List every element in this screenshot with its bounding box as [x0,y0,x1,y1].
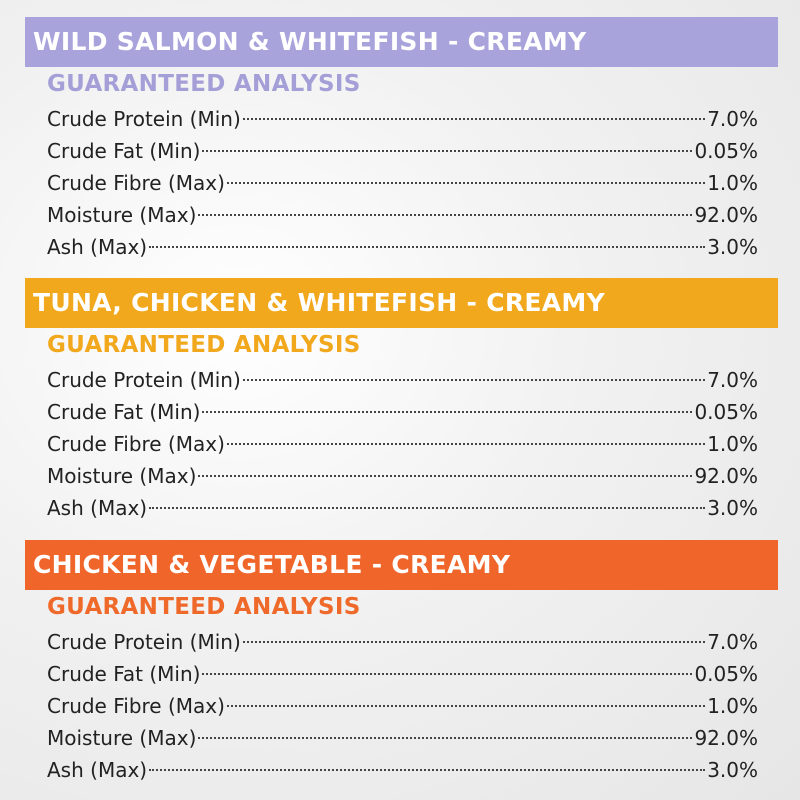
nutrient-label: Moisture (Max) [47,726,197,750]
nutrient-value: 7.0% [707,368,758,392]
nutrient-value: 3.0% [707,235,758,259]
dot-leader [242,641,706,643]
nutrient-value: 7.0% [707,630,758,654]
dot-leader [149,769,706,771]
nutrient-value: 7.0% [707,107,758,131]
nutrient-label: Crude Fat (Min) [47,662,201,686]
nutrient-label: Crude Protein (Min) [47,368,241,392]
nutrient-label: Crude Fibre (Max) [47,694,225,718]
nutrient-value: 92.0% [694,203,758,227]
dot-leader [198,737,693,739]
analysis-row: Crude Protein (Min) 7.0% [47,626,758,658]
nutrient-value: 0.05% [694,662,758,686]
nutrient-value: 92.0% [694,726,758,750]
nutrient-label: Crude Protein (Min) [47,107,241,131]
analysis-row: Moisture (Max) 92.0% [47,460,758,492]
section-title: TUNA, CHICKEN & WHITEFISH - CREAMY [25,278,778,328]
analysis-row: Crude Fibre (Max) 1.0% [47,428,758,460]
analysis-row: Crude Fat (Min) 0.05% [47,396,758,428]
nutrient-label: Ash (Max) [47,235,148,259]
nutrient-value: 3.0% [707,496,758,520]
analysis-row: Crude Fibre (Max) 1.0% [47,167,758,199]
dot-leader [198,475,693,477]
nutrient-label: Moisture (Max) [47,464,197,488]
nutrient-label: Crude Protein (Min) [47,630,241,654]
nutrient-value: 92.0% [694,464,758,488]
analysis-row: Crude Protein (Min) 7.0% [47,103,758,135]
section-subtitle: GUARANTEED ANALYSIS [47,71,361,97]
dot-leader [226,182,706,184]
analysis-row: Crude Fat (Min) 0.05% [47,658,758,690]
nutrient-label: Crude Fibre (Max) [47,171,225,195]
analysis-row: Ash (Max) 3.0% [47,231,758,263]
nutrient-value: 1.0% [707,694,758,718]
nutrient-value: 1.0% [707,171,758,195]
nutrient-value: 3.0% [707,758,758,782]
dot-leader [202,411,693,413]
nutrient-label: Ash (Max) [47,496,148,520]
nutrient-label: Moisture (Max) [47,203,197,227]
analysis-row: Ash (Max) 3.0% [47,754,758,786]
nutrient-label: Crude Fibre (Max) [47,432,225,456]
dot-leader [226,443,706,445]
dot-leader [242,118,706,120]
dot-leader [198,214,693,216]
analysis-row: Moisture (Max) 92.0% [47,199,758,231]
analysis-row: Crude Protein (Min) 7.0% [47,364,758,396]
nutrient-label: Crude Fat (Min) [47,400,201,424]
analysis-row: Ash (Max) 3.0% [47,492,758,524]
section-subtitle: GUARANTEED ANALYSIS [47,594,361,620]
analysis-row: Crude Fat (Min) 0.05% [47,135,758,167]
analysis-row: Crude Fibre (Max) 1.0% [47,690,758,722]
analysis-row: Moisture (Max) 92.0% [47,722,758,754]
nutrient-value: 0.05% [694,400,758,424]
dot-leader [226,705,706,707]
dot-leader [242,379,706,381]
dot-leader [202,673,693,675]
dot-leader [202,150,693,152]
nutrient-label: Crude Fat (Min) [47,139,201,163]
dot-leader [149,507,706,509]
nutrient-value: 1.0% [707,432,758,456]
section-title: CHICKEN & VEGETABLE - CREAMY [25,540,778,590]
nutrient-value: 0.05% [694,139,758,163]
nutrient-label: Ash (Max) [47,758,148,782]
dot-leader [149,246,706,248]
section-title: WILD SALMON & WHITEFISH - CREAMY [25,17,778,67]
section-subtitle: GUARANTEED ANALYSIS [47,332,361,358]
